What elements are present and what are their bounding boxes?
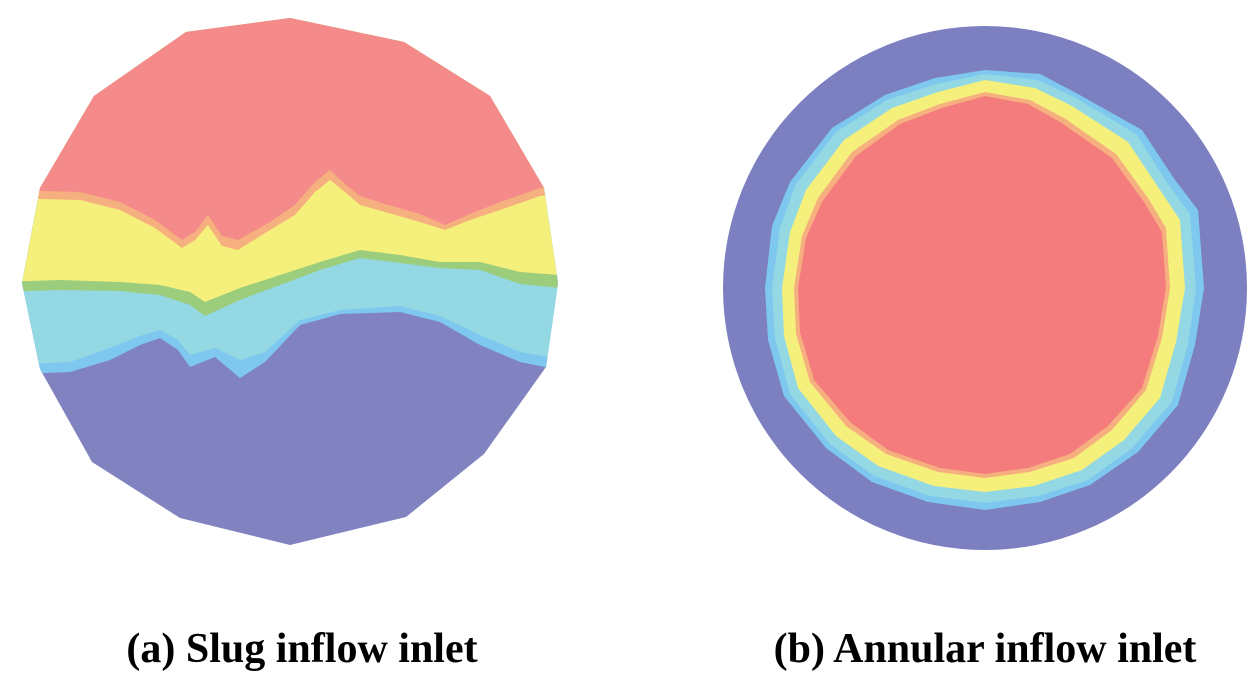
annular-inflow-cross-section [723,26,1247,550]
annular-red-core [798,96,1166,474]
caption-annular-inflow-inlet: (b) Annular inflow inlet [773,626,1197,672]
slug-inflow-cross-section [22,18,558,545]
caption-slug-inflow-inlet: (a) Slug inflow inlet [126,626,478,672]
